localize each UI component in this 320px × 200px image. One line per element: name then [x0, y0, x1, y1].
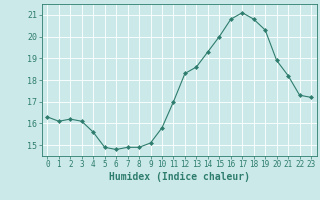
X-axis label: Humidex (Indice chaleur): Humidex (Indice chaleur): [109, 172, 250, 182]
